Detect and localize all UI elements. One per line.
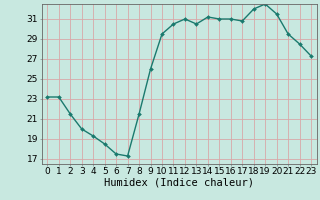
X-axis label: Humidex (Indice chaleur): Humidex (Indice chaleur) [104,178,254,188]
